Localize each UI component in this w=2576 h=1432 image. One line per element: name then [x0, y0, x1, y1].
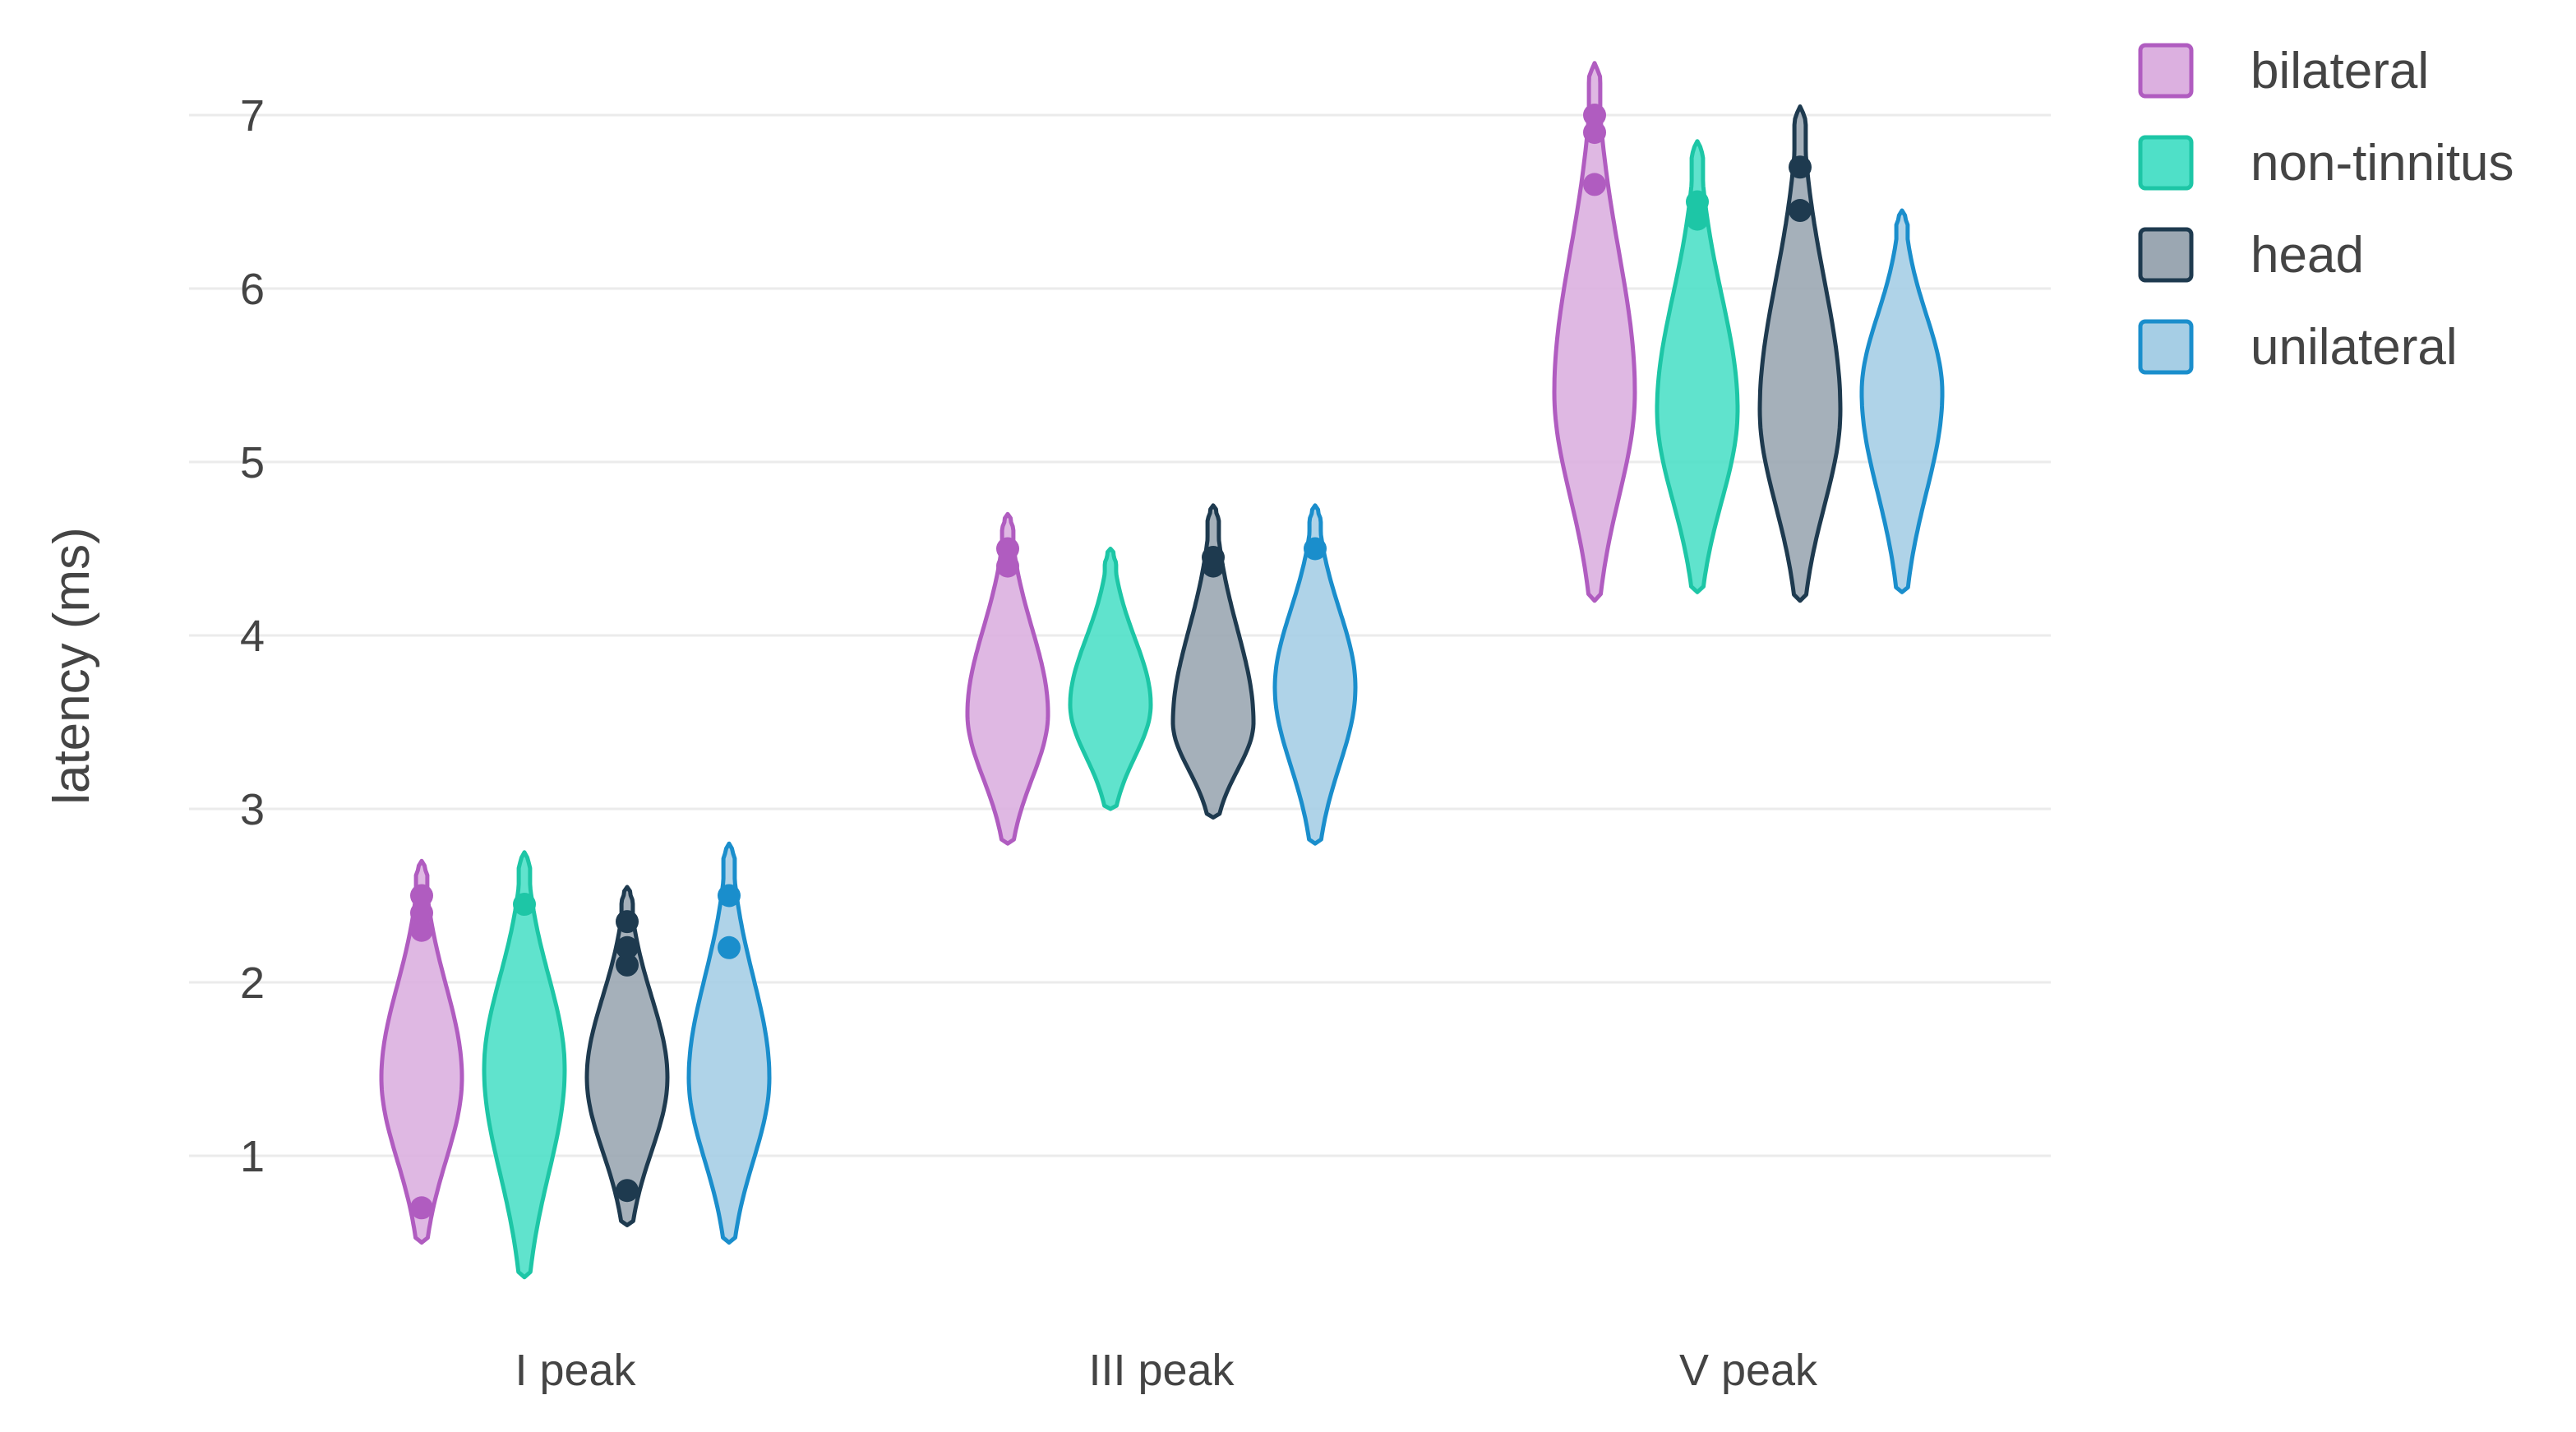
outlier-point[interactable] [1202, 546, 1225, 570]
outlier-point[interactable] [410, 884, 433, 908]
outlier-point[interactable] [1304, 537, 1327, 561]
legend-label: non-tinnitus [2251, 135, 2514, 192]
y-axis-title: latency (ms) [44, 527, 100, 805]
y-tick-label: 4 [240, 612, 265, 661]
violin-bilateral-v-peak[interactable] [1552, 61, 1637, 603]
outlier-point[interactable] [410, 918, 433, 942]
legend-item-head[interactable]: head [2138, 227, 2364, 284]
violin-unilateral-iii-peak[interactable] [1272, 503, 1358, 846]
violin-head-i-peak[interactable] [584, 885, 670, 1227]
outlier-point[interactable] [1583, 104, 1606, 127]
outlier-point[interactable] [996, 554, 1019, 578]
outlier-point[interactable] [1686, 190, 1709, 214]
outlier-point[interactable] [1789, 155, 1812, 179]
series-non-tinnitus [482, 139, 1740, 1280]
violin-bilateral-iii-peak[interactable] [965, 511, 1050, 846]
x-tick-label: III peak [1088, 1346, 1235, 1395]
outlier-point[interactable] [410, 901, 433, 925]
outlier-point[interactable] [1686, 207, 1709, 231]
y-tick-label: 5 [240, 438, 265, 487]
outlier-point[interactable] [1583, 173, 1606, 196]
outlier-point[interactable] [1583, 121, 1606, 145]
x-tick-label: V peak [1679, 1346, 1818, 1395]
outlier-point[interactable] [616, 953, 639, 977]
legend-label: unilateral [2251, 319, 2458, 376]
outlier-point[interactable] [410, 1196, 433, 1220]
violin-non-tinnitus-iii-peak[interactable] [1068, 547, 1153, 811]
y-tick-label: 3 [240, 785, 265, 834]
legend-swatch [2138, 227, 2194, 283]
outlier-point[interactable] [616, 910, 639, 934]
legend-label: head [2251, 227, 2364, 284]
outlier-point[interactable] [616, 1179, 639, 1203]
series-unilateral [686, 208, 1945, 1245]
x-tick-label: I peak [515, 1346, 636, 1395]
violin-head-v-peak[interactable] [1757, 104, 1843, 603]
y-tick-label: 1 [240, 1132, 265, 1181]
outlier-point[interactable] [513, 893, 536, 917]
outlier-point[interactable] [996, 537, 1019, 561]
x-axis-tick-labels: I peak III peak V peak [515, 1346, 1818, 1395]
outlier-point[interactable] [718, 935, 741, 959]
legend-swatch [2138, 43, 2194, 99]
violin-non-tinnitus-v-peak[interactable] [1655, 139, 1740, 594]
legend-item-unilateral[interactable]: unilateral [2138, 319, 2458, 376]
violins [379, 61, 1945, 1280]
outlier-point[interactable] [616, 935, 639, 959]
legend-swatch [2138, 319, 2194, 375]
y-axis-tick-labels: 1 2 3 4 5 6 7 [240, 91, 265, 1181]
violin-unilateral-v-peak[interactable] [1859, 208, 1945, 594]
y-tick-label: 7 [240, 91, 265, 141]
outlier-point[interactable] [1789, 199, 1812, 223]
violin-non-tinnitus-i-peak[interactable] [482, 850, 567, 1280]
y-tick-label: 2 [240, 959, 265, 1008]
violin-bilateral-i-peak[interactable] [379, 858, 464, 1245]
violin-unilateral-i-peak[interactable] [686, 841, 772, 1245]
legend-label: bilateral [2251, 43, 2429, 99]
legend-item-non-tinnitus[interactable]: non-tinnitus [2138, 135, 2514, 192]
outlier-point[interactable] [718, 884, 741, 908]
legend[interactable]: bilateral non-tinnitus head unilateral [2138, 43, 2514, 376]
violin-head-iii-peak[interactable] [1170, 503, 1256, 820]
series-bilateral [379, 61, 1637, 1245]
y-tick-label: 6 [240, 265, 265, 314]
legend-item-bilateral[interactable]: bilateral [2138, 43, 2429, 99]
legend-swatch [2138, 135, 2194, 191]
series-head [584, 104, 1843, 1227]
